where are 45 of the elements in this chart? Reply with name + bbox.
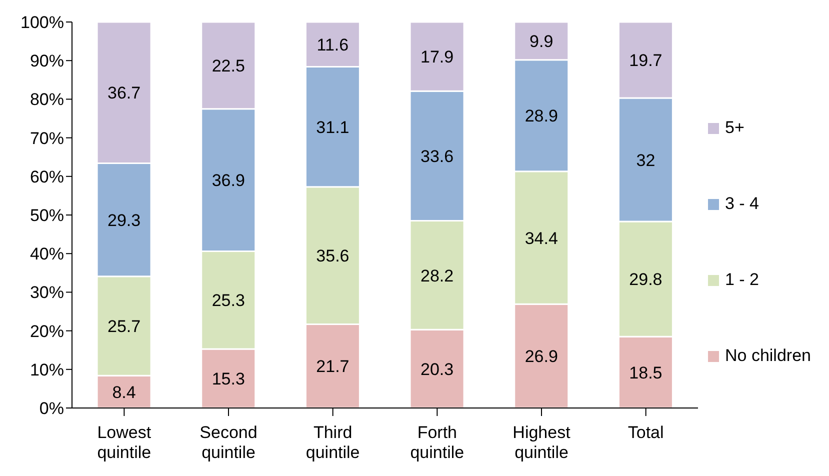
data-label: 25.7 <box>107 317 141 336</box>
data-label: 21.7 <box>316 357 350 376</box>
data-label: 8.4 <box>112 382 136 402</box>
x-tick-label: Highest quintile <box>512 423 571 462</box>
y-tick-label: 0% <box>39 399 64 418</box>
data-label: 15.3 <box>212 370 245 389</box>
data-label: 35.6 <box>316 246 350 266</box>
x-tick-label: Third quintile <box>306 423 360 462</box>
y-tick-label: 60% <box>30 167 64 186</box>
data-label: 33.6 <box>420 146 454 166</box>
x-tick-label: Lowest quintile <box>97 423 152 462</box>
x-tick-label: Forth quintile <box>410 423 464 462</box>
data-label: 26.9 <box>524 347 558 366</box>
y-tick-label: 80% <box>30 90 64 110</box>
y-tick-label: 40% <box>30 244 64 264</box>
data-label: 29.8 <box>629 270 662 290</box>
x-tick-label: Total <box>628 423 664 442</box>
data-label: 31.1 <box>316 118 350 137</box>
data-label: 34.4 <box>524 228 558 248</box>
data-label: 25.3 <box>212 291 245 310</box>
data-label: 18.5 <box>629 363 662 382</box>
y-tick-label: 100% <box>20 13 64 32</box>
data-label: 36.7 <box>107 84 141 103</box>
data-label: 36.9 <box>212 171 245 190</box>
y-tick-label: 10% <box>30 360 64 380</box>
legend-label: 3 - 4 <box>725 194 760 214</box>
data-label: 29.3 <box>107 210 141 230</box>
data-label: 22.5 <box>212 56 245 76</box>
legend-label: 1 - 2 <box>725 270 760 290</box>
y-tick-label: 50% <box>30 206 64 226</box>
y-tick-label: 70% <box>30 128 64 148</box>
y-tick-label: 20% <box>30 322 64 341</box>
legend-label: 5+ <box>725 118 744 138</box>
data-label: 28.2 <box>420 266 454 286</box>
data-label: 11.6 <box>316 35 349 54</box>
data-label: 20.3 <box>420 360 454 379</box>
legend-label: No children <box>725 346 811 366</box>
data-label: 32 <box>636 150 656 170</box>
data-label: 19.7 <box>629 51 662 70</box>
y-tick-label: 30% <box>30 283 64 302</box>
x-tick-label: Second quintile <box>200 423 258 462</box>
y-tick-label: 90% <box>30 52 64 71</box>
data-label: 17.9 <box>420 48 454 67</box>
data-label: 9.9 <box>530 32 554 51</box>
data-label: 28.9 <box>524 106 558 126</box>
